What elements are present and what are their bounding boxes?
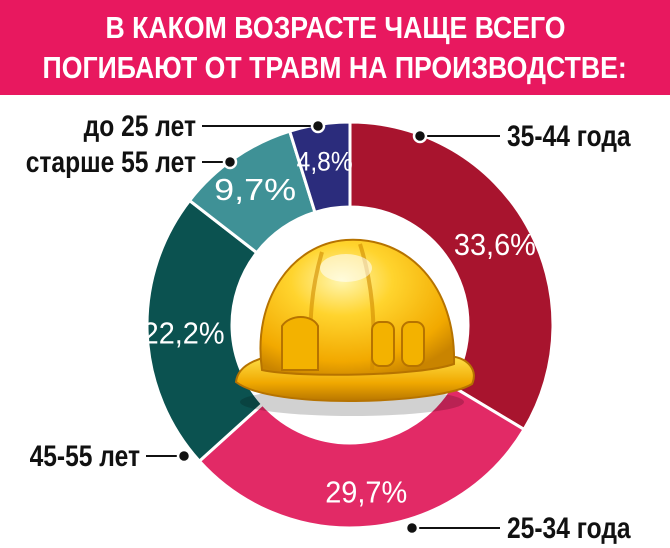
slice-value-label-0: 33,6% [454,227,536,262]
callout-label-0: 35-44 года [507,119,631,153]
callout-dot-0 [412,128,428,144]
title-banner: В КАКОМ ВОЗРАСТЕ ЧАЩЕ ВСЕГО ПОГИБАЮТ ОТ … [0,0,670,95]
slice-value-label-4: 4,8% [297,146,353,176]
slice-value-label-3: 9,7% [214,172,296,207]
slice-1 [197,383,527,530]
callout-label-4: до 25 лет [84,109,196,143]
category-callouts: 35-44 года 25-34 года 45-55 лет старше 55 л… [26,109,632,545]
hard-hat-icon [234,238,475,416]
callout-dot-4 [310,118,326,134]
callout-dot-1 [404,520,420,536]
slice-value-label-2: 22,2% [143,315,225,350]
slice-value-label-1: 29,7% [325,475,407,510]
title-line-2: ПОГИБАЮТ ОТ ТРАВМ НА ПРОИЗВОДСТВЕ: [42,49,628,85]
callout-label-1: 25-34 года [507,511,631,545]
title-line-1: В КАКОМ ВОЗРАСТЕ ЧАЩЕ ВСЕГО [104,9,566,45]
slice-0 [348,120,555,432]
donut-slices [145,120,555,530]
callout-dot-3 [222,154,238,170]
callout-dot-2 [176,448,192,464]
callout-label-3: старше 55 лет [26,145,196,179]
slice-value-labels: 33,6% 29,7% 22,2% 9,7%4,8% [143,146,536,509]
callout-label-2: 45-55 лет [30,439,140,473]
slice-2 [145,198,265,464]
